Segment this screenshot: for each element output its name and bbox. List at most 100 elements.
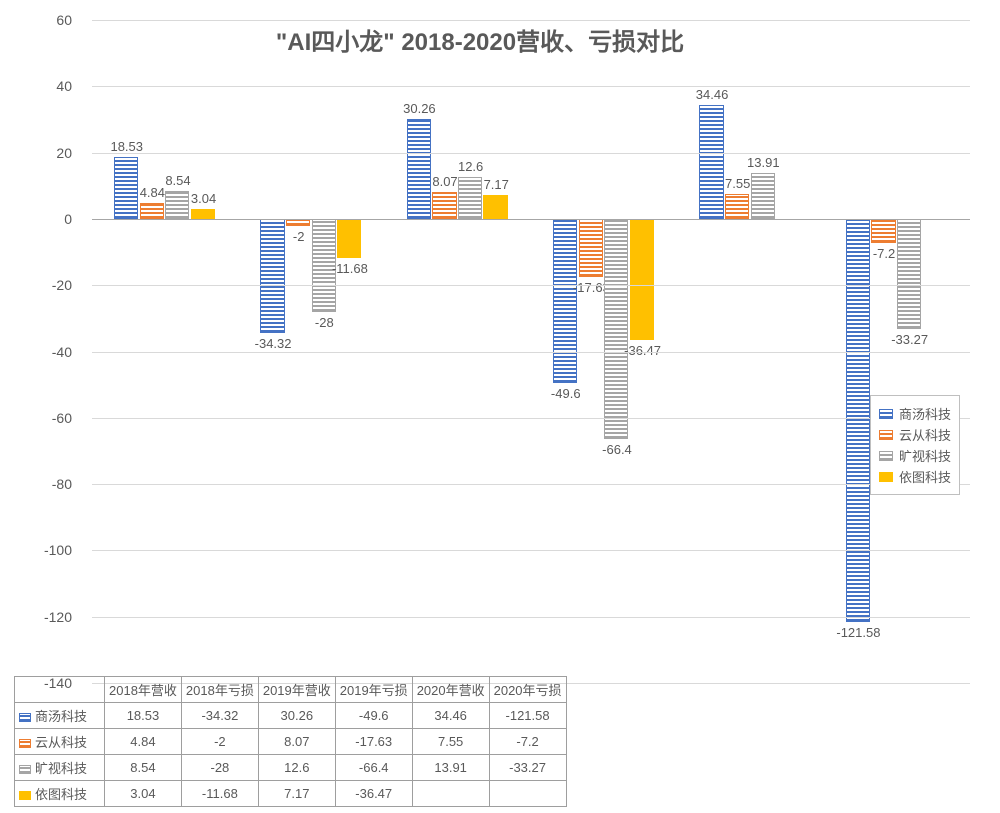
table-cell: 30.26 [258,703,335,729]
bar [725,194,749,219]
table-column-header: 2018年营收 [105,677,182,703]
bar-value-label: 12.6 [458,159,483,174]
legend-swatch [879,430,893,440]
bar-value-label: -36.47 [624,343,661,358]
bar-value-label: -28 [315,315,334,330]
bar-value-label: -34.32 [255,336,292,351]
bar [751,173,775,219]
table-cell [412,781,489,807]
table-column-header: 2019年亏损 [335,677,412,703]
bar-value-label: 7.55 [725,176,750,191]
table-cell: -34.32 [181,703,258,729]
table-cell: 34.46 [412,703,489,729]
legend-label: 依图科技 [899,467,951,486]
chart-container: "AI四小龙" 2018-2020营收、亏损对比 6040200-20-40-6… [0,0,1000,813]
y-tick-label: 40 [22,78,72,94]
legend-swatch [879,472,893,482]
table-cell: 8.54 [105,755,182,781]
row-series-name: 依图科技 [35,787,87,802]
table-cell: 3.04 [105,781,182,807]
table-row: 商汤科技18.53-34.3230.26-49.634.46-121.58 [15,703,567,729]
table-cell: -28 [181,755,258,781]
y-axis: 6040200-20-40-60-80-100-120-140 [20,20,80,683]
table-cell: 7.55 [412,729,489,755]
bar-value-label: 34.46 [696,87,729,102]
table-row-header: 旷视科技 [15,755,105,781]
table-cell: -66.4 [335,755,412,781]
row-swatch [19,791,31,800]
row-swatch [19,713,31,722]
bar-value-label: -49.6 [551,386,581,401]
bar [165,191,189,219]
table-cell: 8.07 [258,729,335,755]
y-tick-label: -20 [22,277,72,293]
table-cell: -7.2 [489,729,566,755]
row-series-name: 商汤科技 [35,709,87,724]
bar [407,119,431,219]
bar-value-label: 4.84 [140,185,165,200]
legend-item: 云从科技 [879,425,951,444]
bar [579,219,603,277]
table-cell: -36.47 [335,781,412,807]
table-cell [489,781,566,807]
row-swatch [19,739,31,748]
table-column-header: 2020年营收 [412,677,489,703]
y-tick-label: 0 [22,211,72,227]
bar [260,219,284,333]
bar-value-label: 8.07 [432,174,457,189]
gridline [92,285,970,286]
table-column-header: 2020年亏损 [489,677,566,703]
y-tick-label: -100 [22,542,72,558]
table-cell: 7.17 [258,781,335,807]
legend-item: 旷视科技 [879,446,951,465]
bar-value-label: 8.54 [165,173,190,188]
bar-value-label: 13.91 [747,155,780,170]
table-cell: 4.84 [105,729,182,755]
table-cell: -11.68 [181,781,258,807]
table-cell: 12.6 [258,755,335,781]
bar-value-label: 7.17 [484,177,509,192]
bar [699,105,723,219]
legend-swatch [879,409,893,419]
gridline [92,352,970,353]
legend-item: 依图科技 [879,467,951,486]
gridline [92,219,970,220]
bar [846,219,870,622]
gridline [92,86,970,87]
y-tick-label: 20 [22,145,72,161]
table-header-row: 2018年营收2018年亏损2019年营收2019年亏损2020年营收2020年… [15,677,567,703]
bar [114,157,138,218]
bar [483,195,507,219]
y-tick-label: -60 [22,410,72,426]
gridline [92,617,970,618]
bar [553,219,577,383]
legend-label: 云从科技 [899,425,951,444]
bar-value-label: -11.68 [332,261,368,276]
bar-value-label: -33.27 [891,332,928,347]
bar [191,209,215,219]
bar-value-label: 3.04 [191,191,216,206]
legend: 商汤科技云从科技旷视科技依图科技 [870,395,960,495]
table-cell: -2 [181,729,258,755]
y-tick-label: -120 [22,609,72,625]
table-row-header: 商汤科技 [15,703,105,729]
bar-value-label: -7.2 [873,246,895,261]
bar [604,219,628,439]
bar-value-label: -2 [293,229,305,244]
legend-swatch [879,451,893,461]
legend-item: 商汤科技 [879,404,951,423]
table-row: 依图科技 3.04-11.687.17-36.47 [15,781,567,807]
bar [432,192,456,219]
table-cell: 13.91 [412,755,489,781]
table-row-header: 云从科技 [15,729,105,755]
table-cell: 18.53 [105,703,182,729]
y-tick-label: -80 [22,476,72,492]
table-column-header: 2019年营收 [258,677,335,703]
legend-label: 商汤科技 [899,404,951,423]
bar [897,219,921,329]
plot-area: 18.534.848.543.04-34.32-2-28-11.6830.268… [92,20,970,683]
gridline [92,153,970,154]
table-row-header: 依图科技 [15,781,105,807]
legend-label: 旷视科技 [899,446,951,465]
table-cell: -121.58 [489,703,566,729]
